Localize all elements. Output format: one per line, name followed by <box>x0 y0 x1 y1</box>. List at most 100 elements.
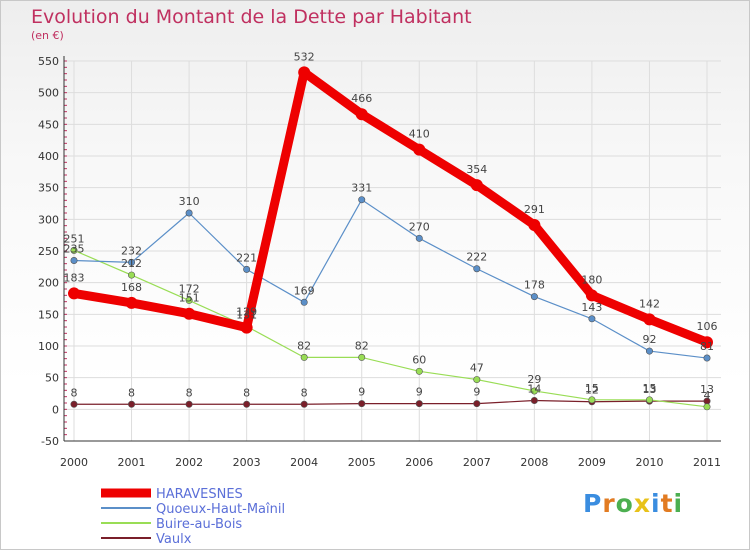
data-label: 212 <box>121 257 142 270</box>
legend-label: Buire-au-Bois <box>156 517 242 532</box>
data-point <box>243 265 251 273</box>
x-tick-label: 2008 <box>520 456 548 469</box>
data-label: 29 <box>527 373 541 386</box>
y-tick-label: 250 <box>38 245 59 258</box>
data-label: 82 <box>297 339 311 352</box>
x-tick-label: 2001 <box>118 456 146 469</box>
data-label: 142 <box>639 297 660 310</box>
data-label: 151 <box>179 292 200 305</box>
data-point <box>298 66 311 79</box>
data-point <box>530 396 538 404</box>
data-label: 8 <box>186 386 193 399</box>
data-point <box>70 256 78 264</box>
data-label: 15 <box>642 382 656 395</box>
data-point <box>415 400 423 408</box>
data-point <box>413 143 426 156</box>
x-tick-label: 2003 <box>233 456 261 469</box>
data-point <box>300 353 308 361</box>
data-label: 532 <box>294 50 315 63</box>
x-tick-label: 2005 <box>348 456 376 469</box>
data-point <box>645 347 653 355</box>
data-point <box>125 296 138 309</box>
legend-label: Quoeux-Haut-Maînil <box>156 502 285 517</box>
data-point <box>183 307 196 320</box>
x-tick-label: 2010 <box>635 456 663 469</box>
data-label: 47 <box>470 362 484 375</box>
data-label: 9 <box>416 386 423 399</box>
data-point <box>128 400 136 408</box>
data-label: 9 <box>358 386 365 399</box>
data-point <box>240 321 253 334</box>
data-point <box>358 196 366 204</box>
data-point <box>473 400 481 408</box>
data-point <box>185 296 193 304</box>
y-tick-label: 50 <box>45 372 59 385</box>
data-label: 4 <box>704 389 711 402</box>
data-point <box>415 367 423 375</box>
data-label: 251 <box>64 232 85 245</box>
data-point <box>588 315 596 323</box>
data-label: 291 <box>524 203 545 216</box>
data-point <box>128 271 136 279</box>
series-line-0 <box>73 67 709 347</box>
data-label: 178 <box>524 279 545 292</box>
data-point <box>300 298 308 306</box>
data-point <box>528 219 541 232</box>
data-label: 12 <box>585 384 599 397</box>
data-label: 222 <box>466 251 487 264</box>
data-label: 14 <box>527 382 541 395</box>
chart-title: Evolution du Montant de la Dette par Hab… <box>31 6 472 28</box>
data-point <box>358 353 366 361</box>
data-label: 168 <box>121 281 142 294</box>
data-label: 172 <box>179 282 200 295</box>
data-label: 232 <box>121 244 142 257</box>
data-label: 310 <box>179 195 200 208</box>
y-tick-label: 350 <box>38 182 59 195</box>
y-tick-label: 300 <box>38 213 59 226</box>
data-label: 8 <box>128 386 135 399</box>
data-point <box>470 179 483 192</box>
data-label: 143 <box>581 301 602 314</box>
data-point <box>530 387 538 395</box>
data-label: 8 <box>243 386 250 399</box>
x-tick-label: 2002 <box>175 456 203 469</box>
y-tick-label: 200 <box>38 277 59 290</box>
x-tick-label: 2009 <box>578 456 606 469</box>
data-point <box>701 336 713 349</box>
data-point <box>128 258 136 266</box>
data-point <box>473 376 481 384</box>
y-tick-label: 400 <box>38 150 59 163</box>
data-point <box>300 400 308 408</box>
data-label: 8 <box>71 386 78 399</box>
data-label: 81 <box>700 340 714 353</box>
x-tick-label: 2000 <box>60 456 88 469</box>
data-label: 8 <box>301 386 308 399</box>
data-point <box>473 265 481 273</box>
data-label: 15 <box>585 382 599 395</box>
data-label: 106 <box>697 320 718 333</box>
y-tick-label: 450 <box>38 118 59 131</box>
y-tick-label: 100 <box>38 340 59 353</box>
x-tick-label: 2011 <box>693 456 721 469</box>
chart-unit: (en €) <box>31 29 64 42</box>
data-label: 129 <box>236 306 257 319</box>
data-point <box>703 403 711 411</box>
data-label: 180 <box>581 273 602 286</box>
series-line-2 <box>73 249 708 408</box>
legend-label: Vaulx <box>156 532 192 547</box>
data-label: 92 <box>642 333 656 346</box>
data-label: 131 <box>236 308 257 321</box>
data-label: 354 <box>466 163 487 176</box>
data-label: 270 <box>409 220 430 233</box>
series-line-3 <box>74 399 707 405</box>
data-point <box>643 313 656 326</box>
data-label: 9 <box>473 386 480 399</box>
data-point <box>645 396 653 404</box>
data-point <box>243 400 251 408</box>
data-point <box>68 287 80 300</box>
x-tick-label: 2004 <box>290 456 318 469</box>
data-label: 466 <box>351 92 372 105</box>
data-label: 410 <box>409 128 430 141</box>
proxiti-logo: Proxiti <box>583 489 684 518</box>
x-tick-label: 2006 <box>405 456 433 469</box>
